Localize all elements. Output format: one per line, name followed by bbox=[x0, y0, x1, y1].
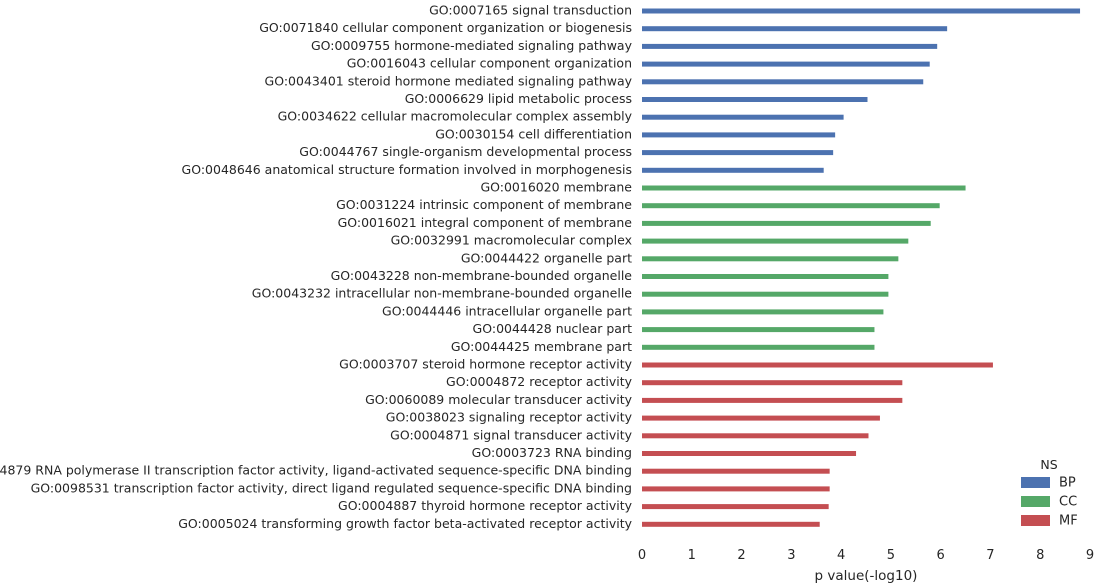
bar-cc bbox=[642, 309, 884, 315]
bar-mf bbox=[642, 397, 903, 403]
category-label: GO:0044767 single-organism developmental… bbox=[299, 144, 632, 159]
bar-mf bbox=[642, 451, 857, 456]
legend-title: NS bbox=[1040, 457, 1057, 472]
category-label: GO:0016021 integral component of membran… bbox=[338, 215, 633, 230]
category-label: GO:0031224 intrinsic component of membra… bbox=[336, 197, 632, 212]
x-tick-label: 9 bbox=[1086, 548, 1094, 563]
bar-mf bbox=[642, 415, 880, 421]
legend-label: MF bbox=[1059, 514, 1078, 529]
category-label: GO:0044428 nuclear part bbox=[473, 321, 633, 336]
bar-bp bbox=[642, 114, 844, 120]
bar-cc bbox=[642, 327, 875, 333]
category-label: GO:0044425 membrane part bbox=[451, 339, 632, 354]
legend-swatch bbox=[1021, 477, 1050, 488]
bar-bp bbox=[642, 167, 824, 173]
bar-mf bbox=[642, 468, 830, 474]
bar-bp bbox=[642, 8, 1081, 14]
x-tick-label: 4 bbox=[837, 548, 845, 563]
bar-cc bbox=[642, 185, 966, 191]
category-label: GO:0060089 molecular transducer activity bbox=[365, 392, 633, 407]
x-tick-label: 1 bbox=[688, 548, 696, 563]
category-label: GO:0003707 steroid hormone receptor acti… bbox=[339, 357, 632, 372]
bar-bp bbox=[642, 26, 948, 32]
bar-cc bbox=[642, 256, 899, 262]
x-tick-label: 3 bbox=[787, 548, 795, 563]
bar-bp bbox=[642, 97, 868, 102]
category-label: GO:0043401 steroid hormone mediated sign… bbox=[265, 73, 633, 88]
category-label: GO:0004872 receptor activity bbox=[446, 374, 633, 389]
category-label: GO:0034622 cellular macromolecular compl… bbox=[278, 109, 633, 124]
bar-cc bbox=[642, 203, 940, 209]
category-label: GO:0007165 signal transduction bbox=[429, 3, 632, 18]
bar-bp bbox=[642, 61, 930, 67]
bar-mf bbox=[642, 521, 820, 527]
category-label: GO:0044422 organelle part bbox=[461, 250, 632, 265]
category-label: GO:0004879 RNA polymerase II transcripti… bbox=[0, 463, 632, 478]
bar-cc bbox=[642, 274, 889, 279]
bar-cc bbox=[642, 344, 875, 350]
x-axis-label: p value(-log10) bbox=[815, 568, 918, 584]
x-tick-label: 0 bbox=[638, 548, 646, 563]
x-tick-label: 7 bbox=[986, 548, 994, 563]
bar-bp bbox=[642, 150, 834, 156]
category-label: GO:0032991 macromolecular complex bbox=[391, 233, 632, 248]
category-label: GO:0043228 non-membrane-bounded organell… bbox=[331, 268, 633, 283]
category-label: GO:0030154 cell differentiation bbox=[435, 126, 632, 141]
bar-mf bbox=[642, 380, 903, 386]
bar-mf bbox=[642, 486, 830, 492]
category-label: GO:0005024 transforming growth factor be… bbox=[178, 516, 632, 531]
category-label: GO:0098531 transcription factor activity… bbox=[31, 480, 632, 495]
category-label: GO:0016043 cellular component organizati… bbox=[347, 56, 632, 71]
bar-cc bbox=[642, 220, 931, 226]
bar-mf bbox=[642, 433, 869, 439]
category-label: GO:0004871 signal transducer activity bbox=[390, 427, 632, 442]
legend-label: BP bbox=[1059, 476, 1076, 491]
category-label: GO:0043232 intracellular non-membrane-bo… bbox=[252, 286, 633, 301]
category-label: GO:0071840 cellular component organizati… bbox=[259, 20, 632, 35]
x-axis-ticks: 0 1 2 3 4 5 6 7 8 9 bbox=[638, 548, 1094, 563]
bars-layer bbox=[642, 8, 1081, 527]
legend-label: CC bbox=[1059, 495, 1077, 510]
x-tick-label: 2 bbox=[737, 548, 745, 563]
category-label: GO:0009755 hormone-mediated signaling pa… bbox=[311, 38, 633, 53]
bar-cc bbox=[642, 291, 889, 297]
category-labels: GO:0007165 signal transduction GO:0071840… bbox=[0, 3, 633, 531]
legend-swatch bbox=[1021, 496, 1050, 507]
legend: NS BP CC MF bbox=[1021, 457, 1078, 529]
category-label: GO:0048646 anatomical structure formatio… bbox=[182, 162, 632, 177]
category-label: GO:0004887 thyroid hormone receptor acti… bbox=[338, 498, 633, 513]
bar-cc bbox=[642, 238, 909, 244]
bar-mf bbox=[642, 504, 829, 510]
category-label: GO:0006629 lipid metabolic process bbox=[405, 91, 632, 106]
bar-bp bbox=[642, 132, 836, 138]
bar-bp bbox=[642, 79, 924, 85]
bar-bp bbox=[642, 43, 938, 49]
x-tick-label: 6 bbox=[937, 548, 945, 563]
bar-mf bbox=[642, 362, 993, 368]
x-tick-label: 5 bbox=[887, 548, 895, 563]
category-label: GO:0016020 membrane bbox=[480, 180, 632, 195]
legend-swatch bbox=[1021, 515, 1050, 526]
category-label: GO:0038023 signaling receptor activity bbox=[386, 410, 633, 425]
category-label: GO:0044446 intracellular organelle part bbox=[382, 303, 632, 318]
x-tick-label: 8 bbox=[1036, 548, 1044, 563]
category-label: GO:0003723 RNA binding bbox=[472, 445, 632, 460]
